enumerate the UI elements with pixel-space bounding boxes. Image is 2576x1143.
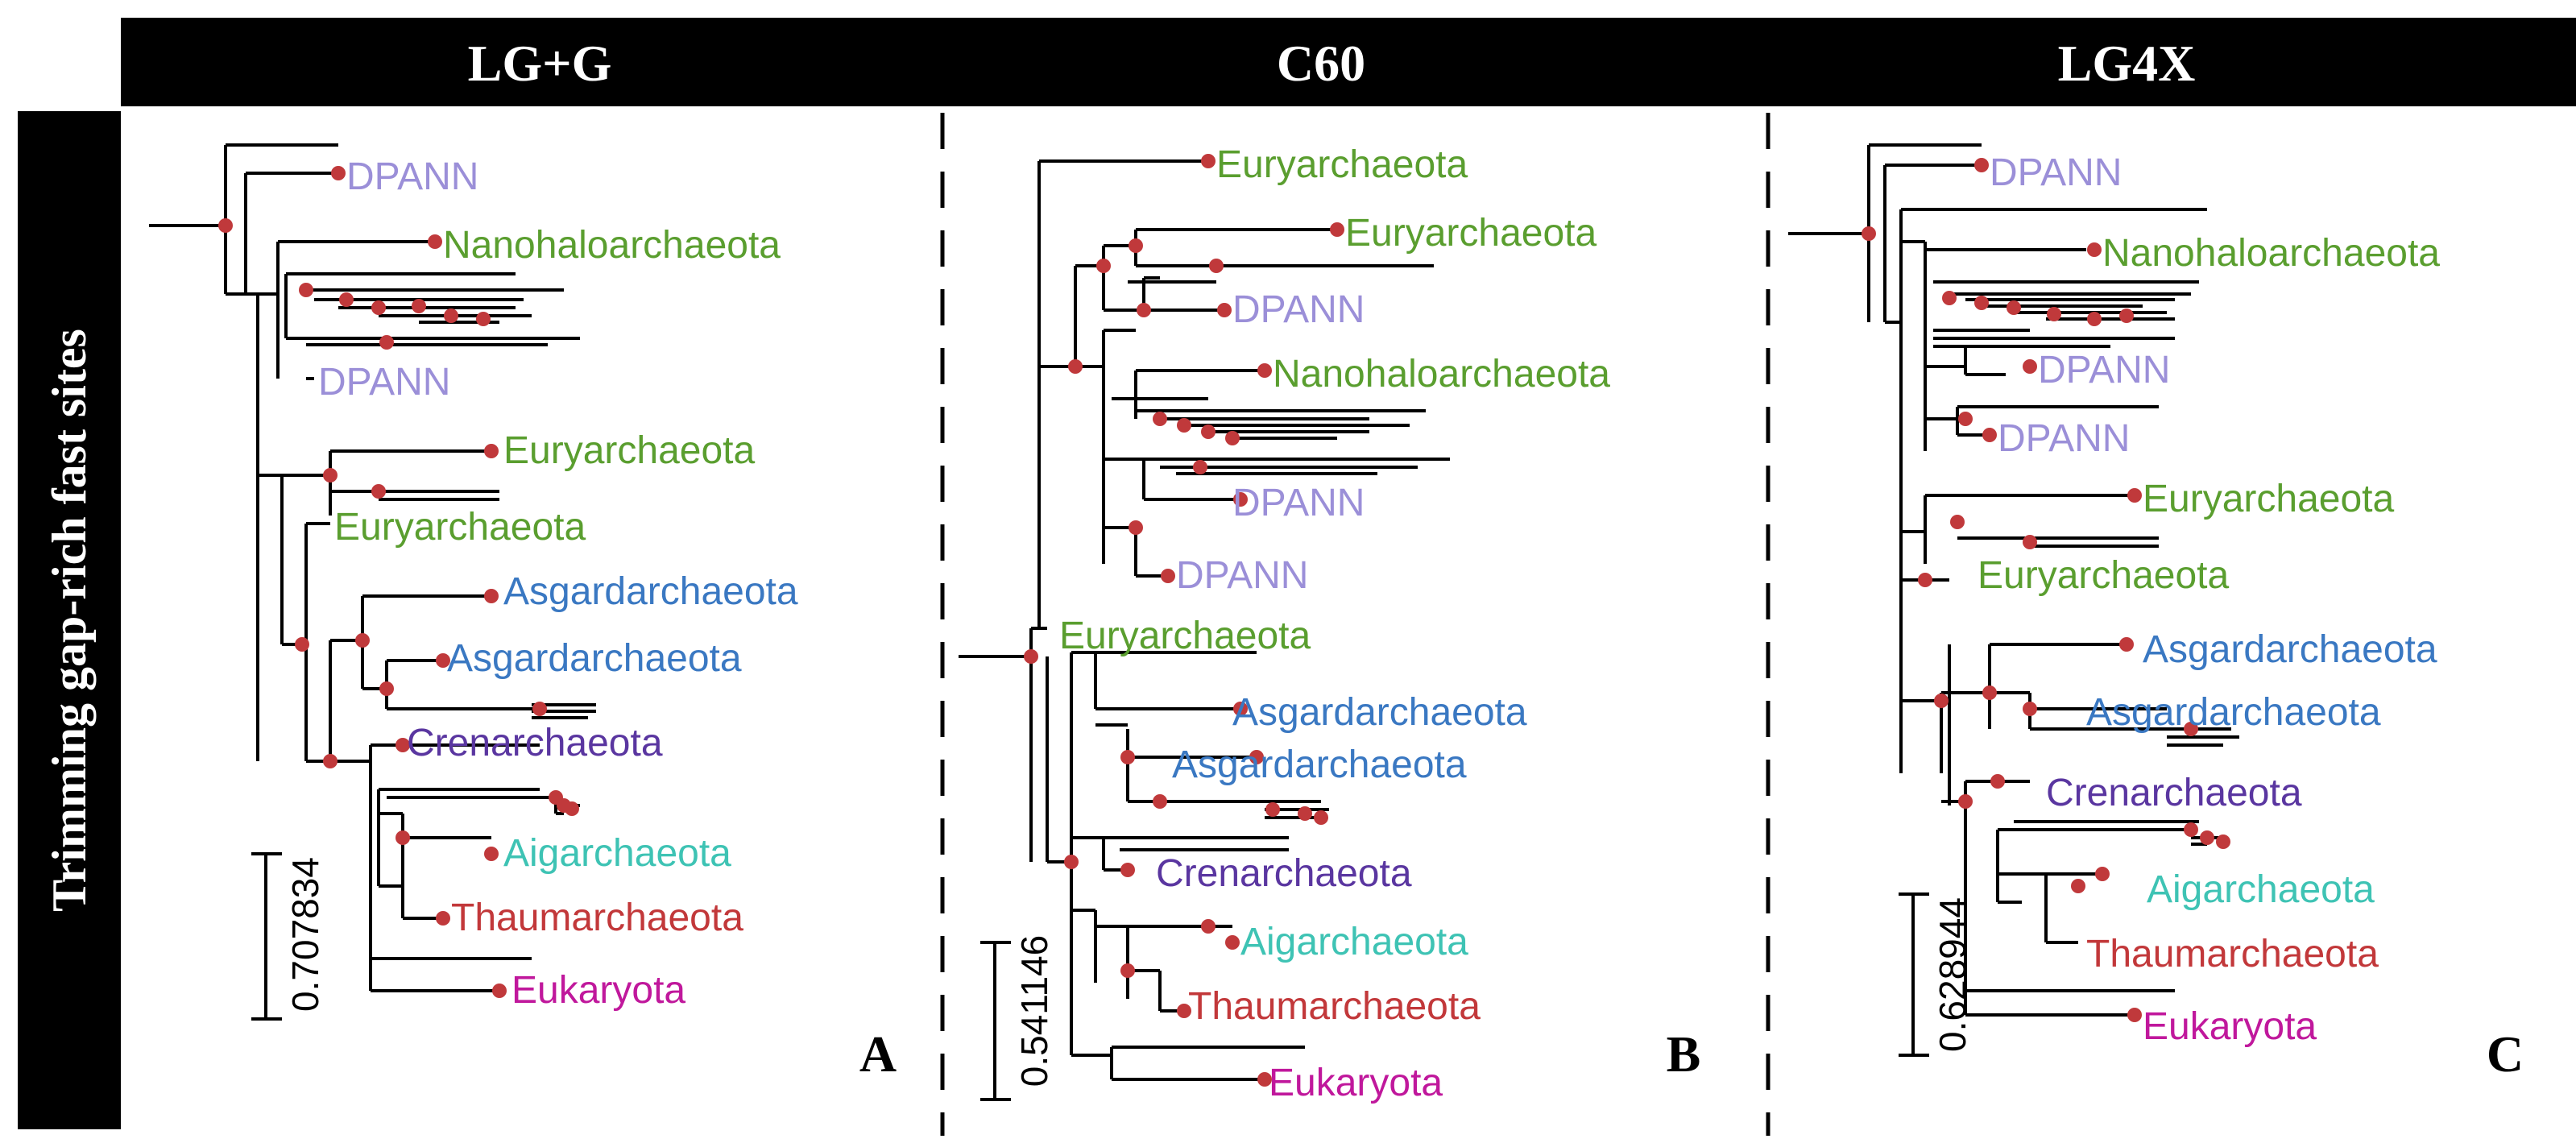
panel-b-tree <box>959 159 1450 1081</box>
panel-b-header: C60 <box>1277 35 1365 92</box>
panel-a-scale-label: 0.707834 <box>284 857 326 1012</box>
panel-a-clade-crenarchaeota: Crenarchaeota <box>407 722 663 764</box>
panel-a-clade-thaumarchaeota: Thaumarchaeota <box>451 897 743 939</box>
panel-b-clade-euryarchaeota-2: Euryarchaeota <box>1345 212 1597 255</box>
panel-a-scale-bar <box>251 852 282 1021</box>
panel-c-clade-aigarchaeota: Aigarchaeota <box>2147 868 2375 911</box>
panel-c-clade-asgardarchaeota-2: Asgardarchaeota <box>2086 691 2381 734</box>
panel-c-clade-dpann-1: DPANN <box>1990 151 2122 194</box>
panel-c-clade-euryarchaeota-1: Euryarchaeota <box>2143 478 2394 520</box>
panel-b-clade-euryarchaeota-3: Euryarchaeota <box>1059 615 1311 657</box>
panel-b-scale-label: 0.541146 <box>1013 935 1055 1087</box>
panel-b-clade-asgardarchaeota-1: Asgardarchaeota <box>1232 691 1527 734</box>
panel-a-clade-asgardarchaeota-2: Asgardarchaeota <box>447 637 742 680</box>
panel-b-labels: Euryarchaeota Euryarchaeota DPANN Nanoha… <box>1059 143 1610 1104</box>
panel-c-clade-dpann-2: DPANN <box>2038 349 2170 391</box>
panel-c-clade-dpann-3: DPANN <box>1998 417 2130 460</box>
panel-b-clade-crenarchaeota: Crenarchaeota <box>1156 852 1412 895</box>
panel-c-header: LG4X <box>2058 35 2196 92</box>
panel-c-nodes <box>1862 158 2230 1022</box>
panel-a-clade-nanohaloarchaeota: Nanohaloarchaeota <box>443 224 781 267</box>
panel-b-clade-eukaryota: Eukaryota <box>1269 1062 1443 1104</box>
panel-c-scale-label: 0.628944 <box>1932 897 1973 1052</box>
panel-c-scale-bar <box>1899 892 1929 1057</box>
side-label: Trimming gap-rich fast sites <box>43 329 96 912</box>
panel-a-clade-dpann-1: DPANN <box>346 155 478 198</box>
panel-b-clade-dpann-1: DPANN <box>1232 288 1365 331</box>
panel-b-clade-asgardarchaeota-2: Asgardarchaeota <box>1172 743 1467 786</box>
panel-c-tree <box>1788 143 2239 1017</box>
header-bar <box>121 18 2576 106</box>
panel-b-clade-aigarchaeota: Aigarchaeota <box>1240 921 1468 963</box>
panel-b-nodes <box>1024 154 1344 1087</box>
panel-b-clade-dpann-2: DPANN <box>1232 482 1365 524</box>
panel-c-clade-nanohaloarchaeota: Nanohaloarchaeota <box>2102 232 2440 275</box>
panel-b-clade-thaumarchaeota: Thaumarchaeota <box>1188 985 1481 1028</box>
panel-a-clade-euryarchaeota-2: Euryarchaeota <box>334 506 586 549</box>
panel-a-header: LG+G <box>468 35 612 92</box>
panel-a-nodes <box>218 166 579 998</box>
panel-b-scale-bar <box>980 941 1011 1101</box>
panel-a-clade-euryarchaeota-1: Euryarchaeota <box>503 429 755 472</box>
panel-a-clade-dpann-2: DPANN <box>318 361 450 404</box>
panel-b-clade-euryarchaeota-1: Euryarchaeota <box>1216 143 1468 186</box>
panel-c-clade-eukaryota: Eukaryota <box>2143 1005 2317 1048</box>
panel-c-clade-crenarchaeota: Crenarchaeota <box>2046 772 2302 814</box>
panel-c-labels: DPANN Nanohaloarchaeota DPANN DPANN Eury… <box>1978 151 2440 1048</box>
panel-c-clade-asgardarchaeota-1: Asgardarchaeota <box>2143 628 2437 671</box>
panel-c-letter: C <box>2487 1025 2524 1083</box>
panel-b-letter: B <box>1667 1025 1701 1083</box>
panel-c-clade-euryarchaeota-2: Euryarchaeota <box>1978 554 2229 597</box>
panel-a-labels: DPANN Nanohaloarchaeota DPANN Euryarchae… <box>318 155 798 1012</box>
panel-c-clade-thaumarchaeota: Thaumarchaeota <box>2086 933 2379 975</box>
panel-b-clade-nanohaloarchaeota: Nanohaloarchaeota <box>1273 353 1610 395</box>
panel-a-clade-aigarchaeota: Aigarchaeota <box>503 832 731 875</box>
panel-a-clade-eukaryota: Eukaryota <box>511 969 685 1012</box>
panel-a-clade-asgardarchaeota-1: Asgardarchaeota <box>503 570 798 613</box>
side-label-bar <box>18 111 121 1129</box>
panel-a-letter: A <box>859 1025 897 1083</box>
panel-b-clade-dpann-3: DPANN <box>1176 554 1308 597</box>
